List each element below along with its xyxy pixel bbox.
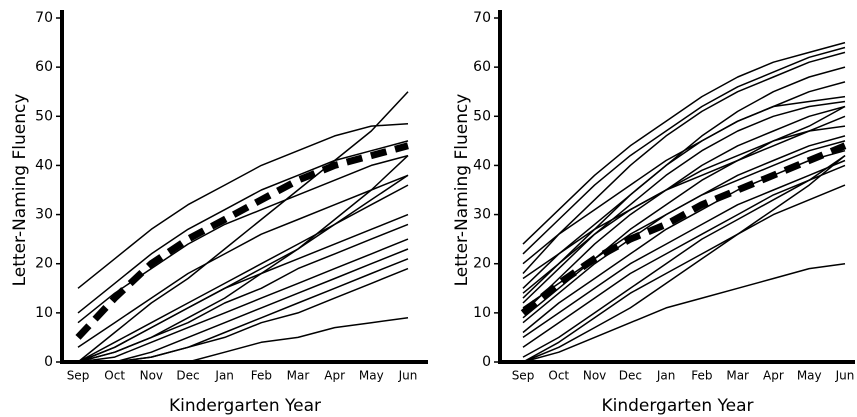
data-line — [77, 154, 409, 324]
data-line — [522, 154, 846, 358]
y-tick-label: 40 — [35, 157, 53, 173]
y-tick-label: 20 — [473, 256, 491, 272]
data-line — [77, 184, 409, 363]
data-line — [522, 41, 846, 245]
y-tick-label: 0 — [482, 354, 491, 370]
y-tick-label: 20 — [35, 256, 53, 272]
data-line — [522, 262, 846, 363]
data-line — [522, 140, 846, 309]
data-line — [77, 223, 409, 363]
x-tick-label: Nov — [583, 369, 606, 383]
y-tick-label: 50 — [35, 108, 53, 124]
data-line — [522, 100, 846, 304]
data-line — [522, 184, 846, 363]
y-tick-label: 50 — [473, 108, 491, 124]
x-tick-label: Sep — [67, 369, 90, 383]
data-line — [77, 238, 409, 363]
y-tick-label: 70 — [473, 10, 491, 26]
y-axis-label: Letter-Naming Fluency — [452, 94, 472, 287]
x-tick-label: Oct — [104, 369, 125, 383]
y-axis-label: Letter-Naming Fluency — [10, 94, 30, 287]
mean-line — [520, 142, 847, 316]
data-line — [78, 248, 409, 363]
y-tick-label: 70 — [35, 10, 53, 26]
x-tick-label: Oct — [548, 369, 569, 383]
data-line — [522, 81, 846, 289]
data-line — [522, 105, 846, 319]
x-tick-label: Jun — [835, 369, 855, 383]
data-line — [77, 213, 409, 363]
x-tick-label: May — [797, 369, 822, 383]
y-tick-label: 30 — [35, 207, 53, 223]
y-tick-label: 10 — [35, 305, 53, 321]
x-tick-label: Jun — [398, 369, 418, 383]
data-line — [522, 164, 846, 348]
data-line — [77, 122, 409, 289]
y-tick-label: 40 — [473, 157, 491, 173]
x-tick-label: Sep — [512, 369, 535, 383]
data-line — [522, 115, 846, 280]
x-tick-label: Nov — [140, 369, 163, 383]
data-line — [522, 125, 846, 294]
data-line — [77, 91, 409, 363]
data-line — [78, 267, 409, 363]
data-line — [522, 66, 846, 299]
data-line — [522, 155, 846, 363]
data-line — [522, 51, 846, 275]
data-line — [522, 159, 846, 339]
x-tick-label: Dec — [176, 369, 199, 383]
x-tick-label: Feb — [691, 369, 712, 383]
x-tick-label: Jan — [656, 369, 676, 383]
x-tick-label: Apr — [324, 369, 345, 383]
x-tick-label: May — [359, 369, 384, 383]
y-tick-label: 60 — [473, 59, 491, 75]
y-tick-label: 30 — [473, 207, 491, 223]
data-line — [77, 140, 409, 314]
y-tick-label: 10 — [473, 305, 491, 321]
x-tick-label: Jan — [214, 369, 234, 383]
x-axis-label: Kindergarten Year — [601, 396, 753, 416]
x-tick-label: Apr — [763, 369, 784, 383]
x-tick-label: Mar — [287, 369, 310, 383]
y-tick-label: 60 — [35, 59, 53, 75]
data-line — [522, 46, 846, 255]
y-tick-label: 0 — [44, 354, 53, 370]
x-tick-label: Dec — [619, 369, 642, 383]
data-line — [522, 105, 846, 314]
x-tick-label: Mar — [726, 369, 749, 383]
mean-line — [75, 142, 409, 340]
x-axis-label: Kindergarten Year — [169, 396, 321, 416]
x-tick-label: Feb — [251, 369, 272, 383]
data-line — [77, 174, 409, 348]
